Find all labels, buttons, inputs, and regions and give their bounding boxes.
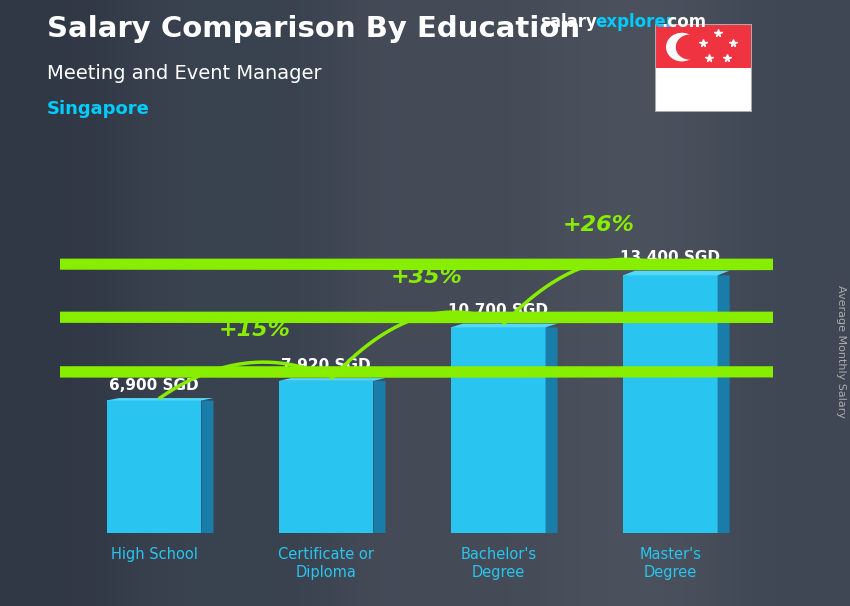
Text: Singapore: Singapore xyxy=(47,100,150,118)
Polygon shape xyxy=(623,275,717,533)
Text: salary: salary xyxy=(540,13,597,32)
Text: 7,920 SGD: 7,920 SGD xyxy=(281,358,371,373)
Polygon shape xyxy=(0,311,850,323)
Text: 13,400 SGD: 13,400 SGD xyxy=(620,250,720,265)
Bar xyxy=(654,24,752,68)
Polygon shape xyxy=(666,33,697,61)
Text: Average Monthly Salary: Average Monthly Salary xyxy=(836,285,846,418)
Text: +15%: +15% xyxy=(218,321,291,341)
Text: +26%: +26% xyxy=(563,215,635,235)
Text: explorer: explorer xyxy=(595,13,674,32)
Text: 10,700 SGD: 10,700 SGD xyxy=(448,303,548,318)
Polygon shape xyxy=(546,327,558,533)
Text: 6,900 SGD: 6,900 SGD xyxy=(110,378,199,393)
Bar xyxy=(654,68,752,112)
Polygon shape xyxy=(279,378,386,381)
Polygon shape xyxy=(107,398,213,401)
Polygon shape xyxy=(0,366,850,378)
Polygon shape xyxy=(373,381,386,533)
Polygon shape xyxy=(450,327,546,533)
Polygon shape xyxy=(623,271,729,275)
Polygon shape xyxy=(717,275,729,533)
Polygon shape xyxy=(450,324,558,327)
Polygon shape xyxy=(201,401,213,533)
Polygon shape xyxy=(107,401,201,533)
Text: .com: .com xyxy=(661,13,706,32)
Polygon shape xyxy=(0,259,850,270)
Polygon shape xyxy=(279,381,373,533)
Text: Meeting and Event Manager: Meeting and Event Manager xyxy=(47,64,321,82)
Polygon shape xyxy=(677,35,703,59)
Text: +35%: +35% xyxy=(391,267,462,287)
Text: Salary Comparison By Education: Salary Comparison By Education xyxy=(47,15,580,43)
